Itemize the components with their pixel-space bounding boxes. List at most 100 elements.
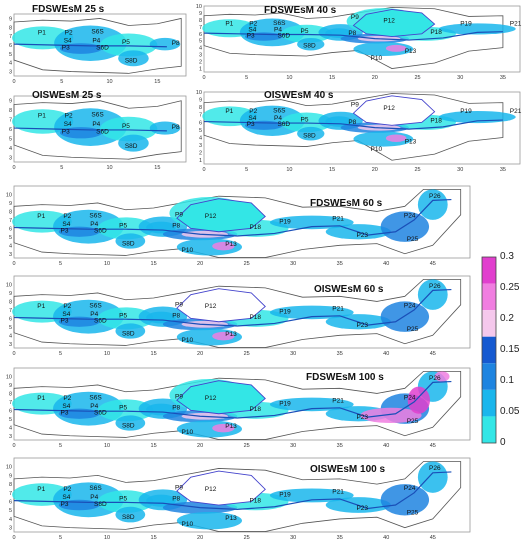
- x-tick-label: 35: [500, 167, 506, 173]
- x-tick-label: 30: [290, 535, 296, 541]
- x-tick-label: 40: [383, 351, 389, 357]
- x-tick-label: 5: [60, 79, 63, 85]
- x-tick-label: 0: [202, 75, 205, 81]
- station-label: P18: [249, 497, 261, 504]
- x-tick-label: 0: [12, 535, 15, 541]
- station-label: S4: [62, 311, 70, 318]
- y-tick-label: 9: [9, 201, 12, 207]
- island-outline: [352, 95, 436, 126]
- x-tick-label: 15: [329, 75, 335, 81]
- station-label: P9: [175, 484, 183, 491]
- y-tick-label: 3: [9, 70, 12, 76]
- colorbar-tick-label: 0.3: [500, 251, 514, 262]
- station-label: S6D: [277, 32, 290, 39]
- island-outline: [352, 9, 436, 38]
- station-label: P19: [279, 218, 291, 225]
- y-tick-label: 9: [199, 98, 202, 104]
- station-label: S6D: [96, 129, 109, 136]
- station-label: P3: [62, 129, 70, 136]
- station-label: P18: [249, 314, 261, 321]
- station-label: P24: [404, 212, 416, 219]
- y-tick-label: 4: [199, 135, 202, 141]
- x-tick-label: 15: [151, 261, 157, 267]
- colorbar-band: [482, 283, 496, 311]
- x-tick-label: 10: [286, 75, 292, 81]
- station-label: S6S: [89, 485, 102, 492]
- y-tick-label: 4: [9, 243, 12, 249]
- station-label: P1: [37, 486, 45, 493]
- station-label: P2: [65, 29, 73, 36]
- channel-centerline: [203, 31, 503, 41]
- x-tick-label: 40: [383, 535, 389, 541]
- station-label: S4: [248, 115, 256, 122]
- station-label: S8D: [303, 43, 316, 50]
- station-label: P4: [92, 37, 100, 44]
- y-tick-label: 1: [199, 67, 202, 73]
- station-label: P4: [90, 221, 98, 228]
- station-label: S6D: [94, 318, 107, 325]
- station-label: P12: [383, 105, 395, 112]
- station-label: P10: [182, 429, 194, 436]
- x-tick-label: 5: [59, 261, 62, 267]
- domain-outline: [13, 370, 462, 440]
- y-tick-label: 4: [9, 333, 12, 339]
- x-tick-label: 25: [244, 261, 250, 267]
- x-tick-label: 15: [151, 535, 157, 541]
- station-label: P9: [175, 211, 183, 218]
- panel-title: OISWEsM 25 s: [32, 90, 102, 101]
- concentration-patch: [417, 189, 448, 220]
- y-tick-label: 5: [9, 136, 12, 142]
- station-label: P19: [460, 108, 472, 115]
- concentration-patch: [149, 121, 181, 135]
- station-label: P13: [405, 139, 417, 146]
- concentration-patch: [297, 37, 325, 51]
- station-label: P1: [37, 213, 45, 220]
- station-label: P9: [351, 101, 359, 108]
- panel-title: OISWEsM 100 s: [310, 464, 386, 475]
- station-label: P19: [279, 308, 291, 315]
- x-tick-label: 25: [244, 443, 250, 449]
- station-label: P24: [404, 485, 416, 492]
- panel-fdswesm-40s: 0 5 10 15 20 25 30 35 1 2 3 4 5 6 7 8 9 10 P1 P2 S6S S4 P4 P5 P3…: [194, 2, 524, 86]
- y-tick-label: 10: [6, 465, 12, 471]
- station-label: S6S: [89, 302, 102, 309]
- y-tick-label: 6: [9, 43, 12, 49]
- x-tick-label: 5: [60, 165, 63, 171]
- y-tick-label: 2: [199, 60, 202, 66]
- station-label: P25: [407, 418, 419, 425]
- concentration-patch: [97, 399, 154, 422]
- station-label: P2: [249, 20, 257, 27]
- x-tick-label: 30: [290, 351, 296, 357]
- station-label: P5: [122, 39, 130, 46]
- y-tick-label: 9: [9, 473, 12, 479]
- station-label: P25: [407, 326, 419, 333]
- colorbar-tick-label: 0.15: [500, 344, 520, 355]
- x-tick-label: 25: [414, 75, 420, 81]
- y-tick-label: 9: [9, 383, 12, 389]
- station-label: S6S: [273, 107, 286, 114]
- station-label: P19: [460, 20, 472, 27]
- concentration-patch: [115, 506, 146, 523]
- channel-centerline: [13, 127, 167, 132]
- station-label: S4: [64, 37, 72, 44]
- x-tick-label: 25: [414, 167, 420, 173]
- concentration-patch: [118, 50, 149, 67]
- x-tick-label: 10: [104, 443, 110, 449]
- y-tick-label: 6: [9, 408, 12, 414]
- colorbar-band: [482, 336, 496, 364]
- station-label: P10: [182, 521, 194, 528]
- y-tick-label: 3: [9, 342, 12, 348]
- x-tick-label: 30: [457, 167, 463, 173]
- x-tick-label: 45: [430, 351, 436, 357]
- x-tick-label: 20: [372, 75, 378, 81]
- station-label: P26: [429, 193, 441, 200]
- y-tick-label: 8: [9, 299, 12, 305]
- x-tick-label: 25: [244, 535, 250, 541]
- y-tick-label: 10: [196, 4, 202, 10]
- station-label: P8: [348, 30, 356, 37]
- heatmap-fdswesm-25s: 0 5 10 15 3 4 5 6 7 8 9 P1 P2 S6S S4 P4 P5 P3 S6D S8D P8: [9, 13, 187, 85]
